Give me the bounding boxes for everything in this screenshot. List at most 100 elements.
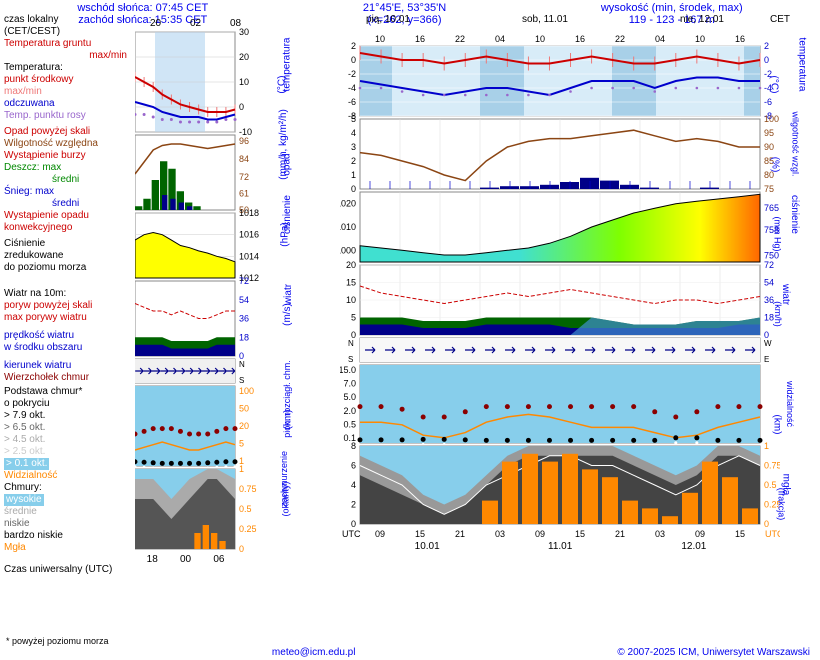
svg-text:2.0: 2.0 bbox=[343, 406, 356, 416]
legend-okt25: > 2.5 okt. bbox=[4, 446, 135, 458]
yr-temp: temperatura bbox=[796, 38, 807, 92]
svg-text:75: 75 bbox=[764, 184, 774, 194]
svg-text:00: 00 bbox=[180, 554, 192, 565]
svg-text:7.0: 7.0 bbox=[343, 379, 356, 389]
svg-text:N: N bbox=[348, 339, 354, 348]
yr-mgla-u: (frakcja) bbox=[776, 488, 786, 521]
legend-maxmin2: max/min bbox=[4, 86, 135, 98]
legend-cisn: Ciśnienie bbox=[4, 238, 135, 250]
yr-wiatr-u: (km/h) bbox=[773, 301, 783, 327]
svg-text:5: 5 bbox=[351, 114, 356, 124]
legend-srednie: średnie bbox=[4, 506, 135, 518]
svg-text:1018: 1018 bbox=[239, 208, 259, 218]
svg-text:S: S bbox=[239, 376, 244, 385]
svg-text:1: 1 bbox=[764, 441, 769, 451]
legend-wiatr10: Wiatr na 10m: bbox=[4, 288, 135, 300]
svg-text:15: 15 bbox=[346, 278, 356, 288]
legend-deszcz-sr: średni bbox=[4, 174, 135, 186]
svg-text:N: N bbox=[239, 360, 245, 369]
svg-text:1000: 1000 bbox=[340, 245, 356, 255]
legend-opad: Opad powyżej skali bbox=[4, 126, 135, 138]
date-2: sob, 11.01 bbox=[522, 14, 568, 25]
svg-text:15: 15 bbox=[415, 529, 425, 539]
svg-text:0: 0 bbox=[351, 184, 356, 194]
yr-widz-u: (km) bbox=[772, 415, 783, 435]
svg-text:22: 22 bbox=[615, 34, 625, 44]
svg-text:4: 4 bbox=[351, 480, 356, 490]
svg-text:15: 15 bbox=[575, 529, 585, 539]
legend-utc: Czas uniwersalny (UTC) bbox=[4, 564, 135, 576]
svg-text:5.0: 5.0 bbox=[343, 392, 356, 402]
svg-text:1010: 1010 bbox=[340, 222, 356, 232]
legend-punkt: punkt środkowy bbox=[4, 74, 135, 86]
footnote: * powyżej poziomu morza bbox=[6, 636, 109, 646]
svg-text:22: 22 bbox=[455, 34, 465, 44]
legend-chmury: Chmury: bbox=[4, 482, 135, 494]
yl-wiatr: wiatr bbox=[283, 284, 294, 305]
svg-text:72: 72 bbox=[239, 172, 249, 182]
svg-text:1: 1 bbox=[239, 464, 244, 474]
svg-text:84: 84 bbox=[239, 154, 249, 164]
svg-text:E: E bbox=[764, 355, 769, 364]
date-3: nie, 12.01 bbox=[680, 14, 724, 25]
svg-text:50: 50 bbox=[239, 404, 249, 414]
legend-okt01: > 0.1 okt. bbox=[4, 458, 49, 470]
legend-burza: Wystąpienie burzy bbox=[4, 150, 135, 162]
yr-wilg-u: (%) bbox=[769, 157, 780, 173]
svg-text:04: 04 bbox=[495, 34, 505, 44]
date-1: pią, 10.01 bbox=[366, 14, 410, 25]
date-row: pią, 10.01 sob, 11.01 nie, 12.01 CET bbox=[310, 14, 780, 25]
svg-text:W: W bbox=[764, 339, 772, 348]
legend-widz: Widzialność bbox=[4, 470, 135, 482]
legend-podstawa: Podstawa chmur* bbox=[4, 386, 135, 398]
svg-text:5: 5 bbox=[239, 439, 244, 449]
svg-text:0.75: 0.75 bbox=[239, 484, 257, 494]
legend-maxporyw: max porywy wiatru bbox=[4, 312, 135, 324]
svg-text:16: 16 bbox=[735, 34, 745, 44]
legend-rosy: Temp. punktu rosy bbox=[4, 110, 135, 122]
svg-text:5: 5 bbox=[351, 313, 356, 323]
svg-text:2: 2 bbox=[764, 41, 769, 51]
svg-text:10: 10 bbox=[375, 34, 385, 44]
svg-text:54: 54 bbox=[239, 295, 249, 305]
legend-pokryciu: o pokryciu bbox=[4, 398, 135, 410]
svg-text:15.0: 15.0 bbox=[340, 365, 356, 375]
footer: meteo@icm.edu.pl © 2007-2025 ICM, Uniwer… bbox=[0, 647, 820, 658]
legend-konw: konwekcyjnego bbox=[4, 222, 135, 234]
svg-text:54: 54 bbox=[764, 278, 774, 288]
svg-text:0.75: 0.75 bbox=[764, 461, 780, 471]
svg-text:72: 72 bbox=[764, 260, 774, 270]
svg-text:UTC: UTC bbox=[342, 529, 361, 539]
legend-wierzch: Wierzchołek chmur bbox=[4, 372, 135, 384]
footer-email: meteo@icm.edu.pl bbox=[272, 647, 356, 658]
svg-text:4: 4 bbox=[351, 128, 356, 138]
svg-text:20: 20 bbox=[150, 18, 162, 29]
svg-text:09: 09 bbox=[695, 529, 705, 539]
svg-text:20: 20 bbox=[239, 421, 249, 431]
svg-text:S: S bbox=[348, 355, 353, 364]
big-right-labels: temperatura (°C) wilgotność wzgl. (%) ci… bbox=[785, 34, 815, 614]
svg-text:100: 100 bbox=[764, 114, 779, 124]
svg-text:1016: 1016 bbox=[239, 230, 259, 240]
svg-text:96: 96 bbox=[239, 136, 249, 146]
yl-cisn-u: (hPa) bbox=[280, 222, 291, 246]
legend-predkosc: prędkość wiatru bbox=[4, 330, 135, 342]
legend-opad-konw: Wystąpienie opadu bbox=[4, 210, 135, 222]
yr-widz: widzialność bbox=[785, 381, 795, 427]
yr-wilg: wilgotność wzgl. bbox=[791, 111, 801, 176]
legend-temperatura: Temperatura: bbox=[4, 62, 135, 74]
legend-niskie: niskie bbox=[4, 518, 135, 530]
big-left-labels: temperatura (°C) (mm/h, kg/m²/h) opad ci… bbox=[278, 34, 308, 614]
svg-text:10.01: 10.01 bbox=[415, 541, 440, 552]
elevation-label: wysokość (min, środek, max) bbox=[601, 2, 743, 14]
yr-cisn: ciśnienie bbox=[789, 195, 800, 234]
svg-text:36: 36 bbox=[239, 314, 249, 324]
legend-maxmin: max/min bbox=[4, 50, 135, 62]
yr-temp-u: (°C) bbox=[768, 76, 779, 94]
svg-text:09: 09 bbox=[375, 529, 385, 539]
svg-text:20: 20 bbox=[346, 260, 356, 270]
svg-text:8: 8 bbox=[351, 441, 356, 451]
svg-text:03: 03 bbox=[655, 529, 665, 539]
svg-text:1020: 1020 bbox=[340, 199, 356, 209]
legend-wysokie: wysokie bbox=[4, 494, 44, 506]
